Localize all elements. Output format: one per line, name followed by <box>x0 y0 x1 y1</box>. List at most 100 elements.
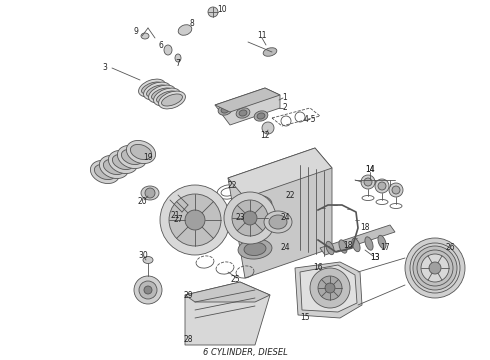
Circle shape <box>364 178 372 186</box>
Ellipse shape <box>141 33 149 39</box>
Text: 17: 17 <box>380 243 390 252</box>
Text: 3: 3 <box>102 63 107 72</box>
Circle shape <box>405 238 465 298</box>
Text: 24: 24 <box>280 213 290 222</box>
Text: 18: 18 <box>343 240 353 249</box>
Text: 28: 28 <box>183 336 193 345</box>
Circle shape <box>310 268 350 308</box>
Circle shape <box>169 194 221 246</box>
Text: 12: 12 <box>260 131 270 140</box>
Text: 11: 11 <box>257 31 267 40</box>
Ellipse shape <box>175 54 181 62</box>
Circle shape <box>378 182 386 190</box>
Ellipse shape <box>118 145 147 168</box>
Ellipse shape <box>112 154 134 170</box>
Ellipse shape <box>130 144 151 159</box>
Ellipse shape <box>108 150 138 174</box>
Ellipse shape <box>218 105 232 115</box>
Ellipse shape <box>352 238 360 252</box>
Ellipse shape <box>126 140 156 163</box>
Ellipse shape <box>147 85 168 97</box>
Polygon shape <box>228 148 332 278</box>
Text: 21: 21 <box>170 211 180 220</box>
Ellipse shape <box>269 215 287 229</box>
Circle shape <box>361 175 375 189</box>
Text: 20: 20 <box>137 198 147 207</box>
Ellipse shape <box>244 220 266 234</box>
Ellipse shape <box>156 91 177 103</box>
Text: 6: 6 <box>159 41 164 50</box>
Circle shape <box>392 186 400 194</box>
Polygon shape <box>295 262 362 318</box>
Circle shape <box>429 262 441 274</box>
Text: 8: 8 <box>190 19 195 28</box>
Polygon shape <box>215 88 280 125</box>
Polygon shape <box>300 265 357 312</box>
Polygon shape <box>228 148 332 198</box>
Circle shape <box>185 210 205 230</box>
Ellipse shape <box>139 79 166 97</box>
Text: 16: 16 <box>313 264 323 273</box>
Text: 27: 27 <box>173 216 183 225</box>
Ellipse shape <box>141 186 159 200</box>
Text: 22: 22 <box>227 180 237 189</box>
Circle shape <box>144 286 152 294</box>
Ellipse shape <box>153 88 180 106</box>
Ellipse shape <box>239 110 247 116</box>
Circle shape <box>318 276 342 300</box>
Text: 18: 18 <box>360 224 370 233</box>
Ellipse shape <box>238 195 272 215</box>
Ellipse shape <box>99 156 128 179</box>
Circle shape <box>139 281 157 299</box>
Ellipse shape <box>122 149 143 165</box>
Text: 19: 19 <box>143 153 153 162</box>
Ellipse shape <box>263 48 277 56</box>
Text: 9: 9 <box>134 27 139 36</box>
Ellipse shape <box>103 159 124 175</box>
Ellipse shape <box>151 88 172 100</box>
Ellipse shape <box>244 198 266 212</box>
Circle shape <box>243 211 257 225</box>
Text: 22: 22 <box>285 190 295 199</box>
Polygon shape <box>215 88 280 112</box>
Text: 4-5: 4-5 <box>304 116 316 125</box>
Circle shape <box>375 179 389 193</box>
Circle shape <box>224 192 276 244</box>
Ellipse shape <box>339 240 347 253</box>
Text: 24: 24 <box>280 243 290 252</box>
Ellipse shape <box>236 108 250 118</box>
Circle shape <box>325 283 335 293</box>
Circle shape <box>134 276 162 304</box>
Ellipse shape <box>162 94 182 106</box>
Circle shape <box>389 183 403 197</box>
Text: 10: 10 <box>217 5 227 14</box>
Circle shape <box>145 188 155 198</box>
Ellipse shape <box>164 45 172 55</box>
Ellipse shape <box>257 113 265 119</box>
Text: 26: 26 <box>445 243 455 252</box>
Text: 29: 29 <box>183 291 193 300</box>
Ellipse shape <box>142 82 163 94</box>
Ellipse shape <box>378 235 386 249</box>
Ellipse shape <box>178 25 192 35</box>
Circle shape <box>232 200 268 236</box>
Polygon shape <box>185 282 270 302</box>
Text: 13: 13 <box>370 253 380 262</box>
Ellipse shape <box>159 91 185 109</box>
Text: 2: 2 <box>283 104 287 112</box>
Ellipse shape <box>91 161 120 184</box>
Ellipse shape <box>244 242 266 256</box>
Circle shape <box>160 185 230 255</box>
Circle shape <box>208 7 218 17</box>
Ellipse shape <box>264 211 292 233</box>
Ellipse shape <box>238 217 272 237</box>
Text: 25: 25 <box>230 275 240 284</box>
Circle shape <box>421 254 449 282</box>
Text: 23: 23 <box>235 213 245 222</box>
Text: 15: 15 <box>300 314 310 323</box>
Text: 14: 14 <box>365 166 375 175</box>
Polygon shape <box>320 225 395 255</box>
Polygon shape <box>185 282 270 345</box>
Ellipse shape <box>254 111 268 121</box>
Text: 7: 7 <box>175 59 180 68</box>
